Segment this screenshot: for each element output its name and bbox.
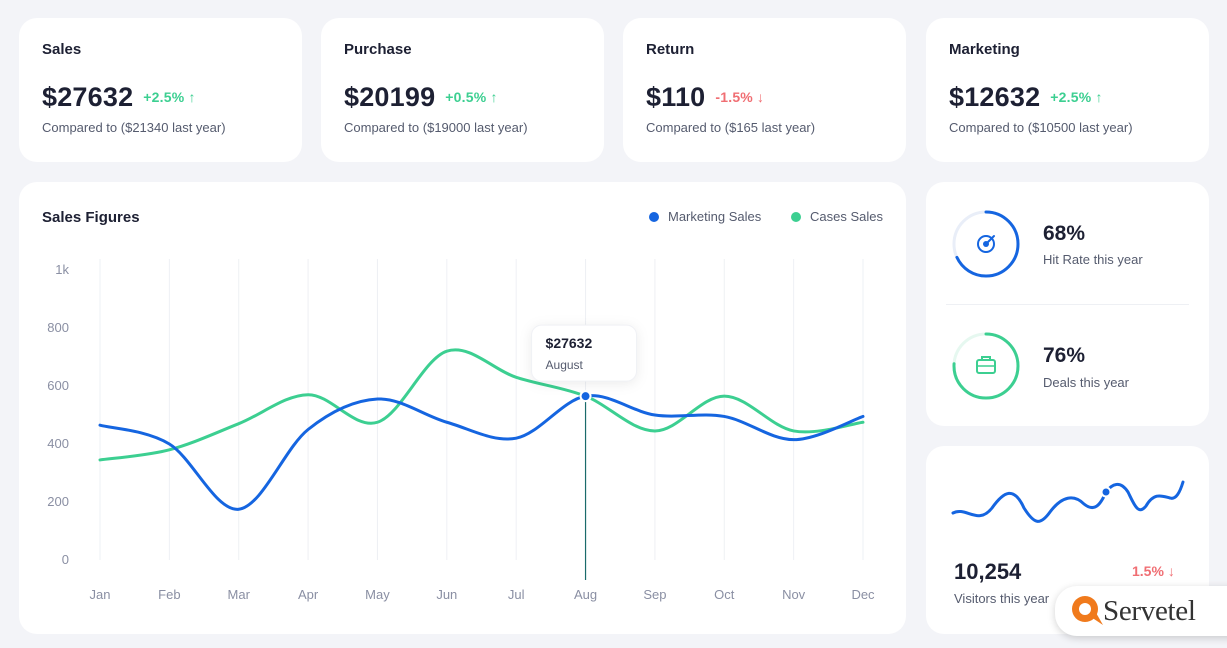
x-tick-label: Feb — [158, 587, 180, 602]
visitors-sparkline — [951, 480, 1185, 523]
sales-figures-card: Sales Figures Marketing Sales Cases Sale… — [19, 182, 906, 634]
x-tick-label: Nov — [782, 587, 806, 602]
legend-dot-icon — [791, 212, 801, 222]
stat-change: +0.5% ↑ — [445, 89, 498, 105]
visitors-value: 10,254 — [954, 559, 1022, 584]
stat-value: $20199 +0.5% ↑ — [344, 82, 498, 112]
stat-card-marketing: Marketing $12632 +2.5% ↑ Compared to ($10… — [926, 18, 1209, 162]
sparkline-marker — [1100, 486, 1112, 498]
servetel-logo-badge: Servetel — [1055, 586, 1227, 636]
x-tick-label: Apr — [298, 587, 319, 602]
servetel-logo-text: Servetel — [1103, 595, 1196, 627]
stat-title: Marketing — [949, 41, 1020, 58]
divider — [946, 304, 1189, 305]
x-tick-label: Jul — [508, 587, 525, 602]
stat-change: +2.5% ↑ — [143, 89, 196, 105]
x-tick-label: Sep — [643, 587, 666, 602]
stat-title: Sales — [42, 41, 82, 58]
x-tick-label: Dec — [851, 587, 875, 602]
stat-title: Return — [646, 41, 695, 58]
legend-dot-icon — [649, 212, 659, 222]
arrow-up-icon: ↑ — [1095, 89, 1103, 105]
series-line-marketing[interactable] — [98, 394, 865, 511]
y-tick-label: 600 — [47, 378, 69, 393]
tooltip-point[interactable] — [579, 390, 592, 403]
stat-compare: Compared to ($21340 last year) — [42, 120, 226, 135]
stat-value: $12632 +2.5% ↑ — [949, 82, 1103, 112]
arrow-down-icon: ↓ — [1167, 563, 1175, 579]
stat-change: -1.5% ↓ — [715, 89, 765, 105]
stat-title: Purchase — [344, 41, 412, 58]
hit-rate-value: 68% — [1043, 222, 1086, 245]
stat-card-sales: Sales $27632 +2.5% ↑ Compared to ($21340 … — [19, 18, 302, 162]
x-tick-label: Oct — [714, 587, 735, 602]
hit-rate-label: Hit Rate this year — [1043, 252, 1143, 267]
stat-compare: Compared to ($165 last year) — [646, 120, 816, 135]
arrow-down-icon: ↓ — [757, 89, 765, 105]
visitors-change: 1.5% ↓ — [1132, 563, 1175, 579]
y-tick-label: 1k — [55, 262, 69, 277]
sales-figures-chart[interactable]: Jan Feb Mar Apr May Jun Jul Aug Sep Oct Nov Dec 0 200… — [19, 182, 906, 634]
y-tick-label: 400 — [47, 436, 69, 451]
hit-rate-ring — [951, 209, 1021, 279]
arrow-up-icon: ↑ — [188, 89, 196, 105]
stat-card-purchase: Purchase $20199 +0.5% ↑ Compared to ($190… — [321, 18, 604, 162]
tooltip-value: $27632 — [546, 335, 593, 351]
y-tick-label: 0 — [62, 552, 69, 567]
target-icon — [977, 235, 995, 253]
deals-ring — [951, 331, 1021, 401]
x-tick-label: May — [365, 587, 390, 602]
legend-marketing[interactable]: Marketing Sales — [649, 209, 761, 224]
rings-card: 68% Hit Rate this year 76% Deals this ye… — [926, 182, 1209, 426]
legend-cases[interactable]: Cases Sales — [791, 209, 883, 224]
visitors-label: Visitors this year — [954, 591, 1050, 606]
stat-card-return: Return $110 -1.5% ↓ Compared to ($165 las… — [623, 18, 906, 162]
x-tick-label: Jan — [90, 587, 111, 602]
x-tick-label: Aug — [574, 587, 597, 602]
arrow-up-icon: ↑ — [490, 89, 498, 105]
x-tick-label: Mar — [228, 587, 251, 602]
x-tick-label: Jun — [436, 587, 457, 602]
series-line-cases[interactable] — [98, 348, 865, 462]
servetel-logo-icon — [1072, 596, 1103, 625]
deals-value: 76% — [1043, 344, 1086, 367]
stat-compare: Compared to ($19000 last year) — [344, 120, 528, 135]
tooltip-box — [531, 324, 638, 382]
stat-value: $110 -1.5% ↓ — [646, 82, 765, 112]
deals-label: Deals this year — [1043, 375, 1129, 390]
briefcase-icon — [976, 356, 996, 374]
chart-title: Sales Figures — [42, 209, 140, 226]
stat-value: $27632 +2.5% ↑ — [42, 82, 196, 112]
stat-change: +2.5% ↑ — [1050, 89, 1103, 105]
tooltip-label: August — [546, 358, 584, 372]
y-tick-label: 200 — [47, 494, 69, 509]
y-tick-label: 800 — [47, 320, 69, 335]
stat-compare: Compared to ($10500 last year) — [949, 120, 1133, 135]
